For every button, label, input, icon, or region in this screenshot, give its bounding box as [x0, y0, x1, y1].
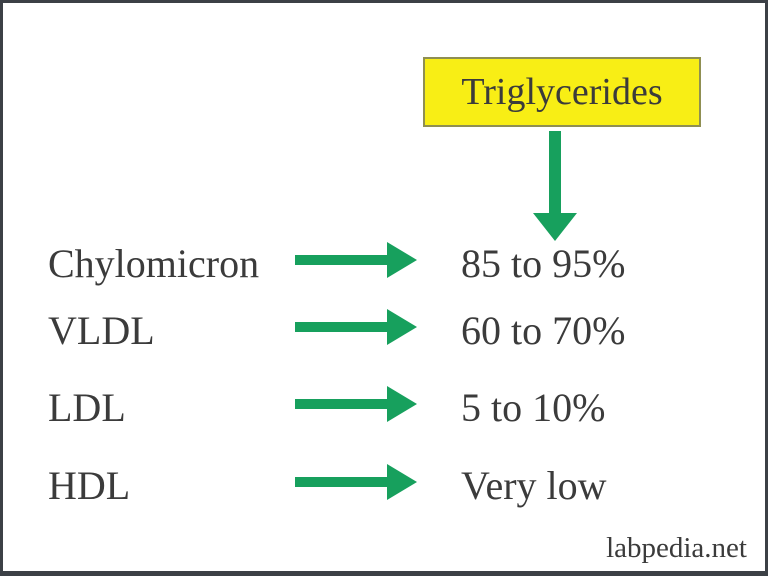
- triglyceride-value: 5 to 10%: [461, 385, 606, 430]
- triglyceride-value: 60 to 70%: [461, 308, 626, 353]
- lipoprotein-label: LDL: [48, 385, 126, 430]
- row-ldl: LDL 5 to 10%: [3, 384, 765, 432]
- row-hdl: HDL Very low: [3, 462, 765, 510]
- right-arrow-icon: [295, 309, 417, 345]
- row-chylomicron: Chylomicron 85 to 95%: [3, 240, 765, 288]
- triglyceride-value: Very low: [461, 463, 607, 508]
- lipoprotein-label: Chylomicron: [48, 241, 260, 286]
- right-arrow-icon: [295, 242, 417, 278]
- lipoprotein-label: HDL: [48, 463, 131, 508]
- down-arrow-icon: [533, 131, 577, 241]
- watermark: labpedia.net: [606, 532, 747, 565]
- row-vldl: VLDL 60 to 70%: [3, 307, 765, 355]
- right-arrow-icon: [295, 464, 417, 500]
- triglyceride-value: 85 to 95%: [461, 241, 626, 286]
- triglycerides-title-box: Triglycerides: [423, 57, 701, 127]
- page-title: Triglycerides: [461, 71, 663, 113]
- lipoprotein-label: VLDL: [48, 308, 155, 353]
- right-arrow-icon: [295, 386, 417, 422]
